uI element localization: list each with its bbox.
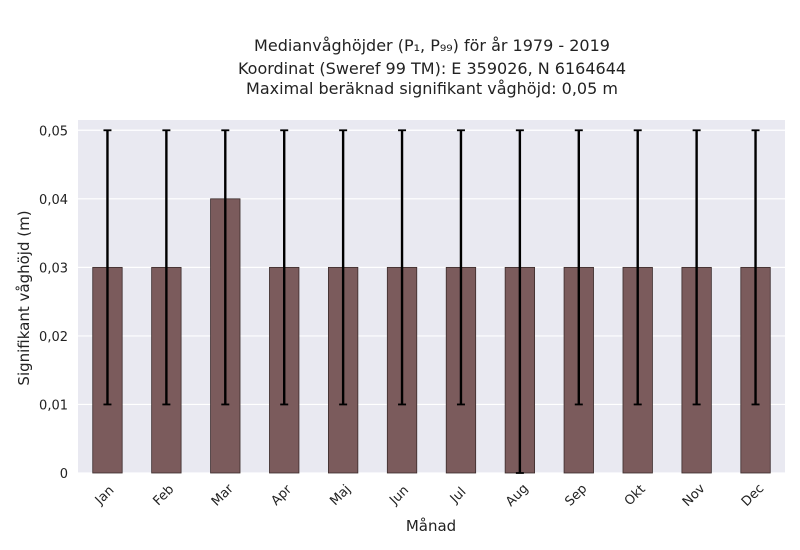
grid [78,129,785,474]
y-tick-label: 0,03 [39,261,68,276]
x-tick-label: Okt [622,482,649,509]
x-tick-label: Jan [92,483,117,508]
x-tick-label: Jul [447,485,469,507]
x-tick-label: Nov [680,481,709,510]
x-tick-label: Mar [209,481,237,509]
x-tick-label: Jun [386,483,412,509]
y-tick-label: 0,04 [39,193,68,208]
chart-title: Medianvåghöjder (P₁, P₉₉) för år 1979 - … [238,36,626,98]
x-tick-label: Aug [503,481,532,510]
y-tick-label: 0,02 [39,330,68,345]
title-line-1: Medianvåghöjder (P₁, P₉₉) för år 1979 - … [254,36,610,55]
title-line-3: Maximal beräknad signifikant våghöjd: 0,… [246,79,618,98]
x-tick-label: Feb [150,482,177,509]
x-tick-label: Dec [739,481,767,509]
error-bars [103,129,760,474]
y-axis-label: Signifikant våghöjd (m) [15,210,33,385]
y-tick-label: 0,01 [39,398,68,413]
x-tick-label: Sep [562,482,590,510]
x-tick-label: Apr [268,482,295,509]
y-axis: 0 0,01 0,02 0,03 0,04 0,05 [39,124,68,482]
x-axis: Jan Feb Mar Apr Maj Jun Jul Aug Sep Okt Nov Dec [92,481,767,510]
y-tick-label: 0 [60,467,68,482]
title-line-2: Koordinat (Sweref 99 TM): E 359026, N 61… [238,59,626,78]
x-tick-label: Maj [327,482,354,509]
x-axis-label: Månad [406,517,456,535]
plot-area [78,120,785,473]
y-tick-label: 0,05 [39,124,68,139]
